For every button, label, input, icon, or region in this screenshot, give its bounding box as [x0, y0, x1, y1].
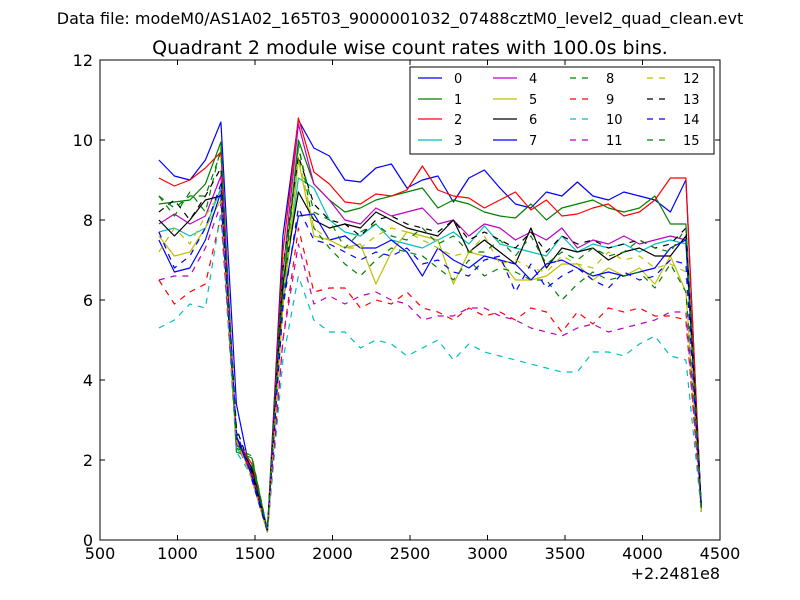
x-axis-offset-label: +2.2481e8	[631, 564, 720, 583]
series-line-8	[158, 143, 702, 531]
series-line-9	[158, 215, 702, 531]
x-tick-label: 1000	[157, 544, 198, 563]
y-tick-label: 4	[83, 371, 93, 390]
series-line-0	[158, 119, 702, 533]
series-line-11	[158, 203, 702, 533]
series-line-2	[158, 117, 702, 533]
legend-label-7: 7	[529, 134, 537, 149]
x-tick-label: 1500	[235, 544, 276, 563]
series-line-13	[158, 155, 702, 531]
legend-label-15: 15	[683, 134, 700, 149]
x-tick-label: 3500	[545, 544, 586, 563]
y-tick-label: 12	[73, 51, 93, 70]
legend-label-5: 5	[529, 93, 537, 108]
x-tick-label: 2500	[390, 544, 431, 563]
figure-suptitle: Data file: modeM0/AS1A02_165T03_90000010…	[57, 9, 743, 29]
y-tick-label: 0	[83, 531, 93, 550]
y-tick-label: 6	[83, 291, 93, 310]
x-tick-label: 4000	[622, 544, 663, 563]
legend-label-8: 8	[606, 72, 614, 87]
x-tick-label: 2000	[312, 544, 353, 563]
chart-title: Quadrant 2 module wise count rates with …	[152, 37, 668, 59]
y-tick-label: 8	[83, 211, 93, 230]
legend-label-10: 10	[606, 113, 623, 128]
series-line-15	[158, 147, 702, 531]
legend-label-14: 14	[683, 113, 700, 128]
series-line-7	[158, 191, 702, 531]
y-tick-label: 2	[83, 451, 93, 470]
legend-label-3: 3	[454, 134, 462, 149]
series-line-14	[158, 183, 702, 531]
series-line-6	[158, 191, 702, 531]
legend-label-4: 4	[529, 72, 537, 87]
series-line-4	[158, 123, 702, 531]
legend-label-0: 0	[454, 72, 462, 87]
legend-label-11: 11	[606, 134, 623, 149]
x-tick-label: 3000	[467, 544, 508, 563]
x-tick-label: 4500	[700, 544, 741, 563]
legend-label-2: 2	[454, 113, 462, 128]
legend-label-13: 13	[683, 93, 700, 108]
series-line-10	[158, 211, 702, 533]
axis-ticks: 500 1000 1500 2000 2500 3000 3500 4000 4500 0 2 4 6 8…	[73, 51, 741, 563]
legend-label-6: 6	[529, 113, 537, 128]
legend-label-9: 9	[606, 93, 614, 108]
x-tick-label: 500	[85, 544, 116, 563]
legend-label-12: 12	[683, 72, 700, 87]
series-line-1	[158, 139, 702, 531]
legend-label-1: 1	[454, 93, 462, 108]
series-layer	[158, 117, 702, 533]
y-tick-label: 10	[73, 131, 93, 150]
